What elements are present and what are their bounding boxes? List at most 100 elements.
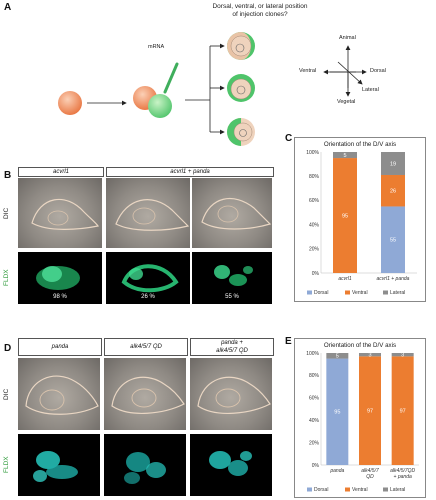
header-acvrl1: acvrl1: [18, 167, 104, 177]
question-line-1: Dorsal, ventral, or lateral position: [212, 3, 308, 10]
chart-c-data-label: 95: [342, 213, 348, 219]
chart-c-ytick-label: 80%: [309, 174, 320, 180]
chart-c-ytick-label: 40%: [309, 222, 320, 228]
chart-e-plot: 0% 20% 40% 60% 80% 100% 95 5 panda 97 3 alk4/5/7QD 9…: [306, 351, 419, 493]
chart-e-title: Orientation of the D/V axis: [323, 342, 397, 349]
chart-c-legend-swatch: [383, 290, 388, 295]
header-panda: panda: [18, 338, 102, 356]
chart-c-category-label: acvrl1: [338, 276, 352, 282]
chart-c-bar-lateral: [381, 152, 405, 175]
chart-e-category-label: alk4/5/7QD: [390, 468, 415, 474]
dic-image-acvrl1: [18, 178, 102, 248]
percent-acvrl1-panda-1: 26 %: [141, 294, 155, 300]
chart-e-data-label: 3: [368, 352, 371, 358]
chart-c-legend-swatch: [307, 290, 312, 295]
chart-c-legend-label: Ventral: [352, 290, 368, 296]
chart-e-ytick-label: 80%: [309, 373, 320, 379]
chart-e-bar-dorsal: [326, 358, 349, 465]
dic-image-panda-alk-qd: [190, 358, 272, 430]
fldx-image-panda-alk-qd: [190, 434, 272, 496]
chart-c-ytick-label: 0%: [312, 271, 320, 277]
chart-e-data-label: 95: [334, 410, 340, 416]
chart-c-ytick-label: 100%: [306, 150, 319, 156]
egg-one-cell: [58, 91, 82, 115]
chart-c-data-label: 5: [343, 153, 346, 159]
fldx-image-acvrl1: [18, 252, 102, 304]
chart-c-plot: 0% 20% 40% 60% 80% 100% 95 5 acvrl1 55 26 19 acvrl1 …: [306, 150, 417, 296]
chart-c-bar-ventral: [381, 174, 405, 207]
axis-dorsal-label: Dorsal: [370, 68, 386, 74]
chart-c: Orientation of the D/V axis 0% 20% 40% 60% 8…: [294, 137, 426, 302]
chart-c-category-label: acvrl1 + panda: [377, 276, 410, 282]
chart-e: Orientation of the D/V axis 0% 20% 40% 60% 8…: [294, 338, 426, 498]
percent-acvrl1-panda-2: 55 %: [225, 294, 239, 300]
panel-a-letter: A: [4, 2, 12, 13]
injection-needle: [163, 62, 179, 94]
chart-c-title: Orientation of the D/V axis: [323, 141, 397, 148]
panel-a-schematic: [58, 32, 367, 146]
row-label-fldx-d: FLDX: [3, 456, 10, 474]
chart-c-data-label: 26: [390, 189, 396, 195]
chart-c-bar-lateral: [333, 152, 357, 159]
question-line-2: of injection clones?: [232, 11, 288, 18]
header-acvrl1-panda: acvrl1 + panda: [106, 167, 274, 177]
chart-e-bar-lateral: [391, 353, 414, 357]
chart-e-ytick-label: 100%: [306, 351, 319, 357]
chart-e-ytick-label: 60%: [309, 396, 320, 402]
chart-e-data-label: 3: [401, 352, 404, 358]
row-label-dic-d: DIC: [3, 388, 10, 400]
fldx-image-acvrl1-panda-2: [192, 252, 272, 304]
chart-c-data-label: 55: [390, 238, 396, 244]
chart-e-legend-swatch: [307, 487, 312, 492]
fldx-image-alk-qd: [104, 434, 186, 496]
panel-c-letter: C: [285, 133, 293, 144]
dic-image-panda: [18, 358, 100, 430]
panel-d-letter: D: [4, 343, 12, 354]
dic-image-acvrl1-panda-1: [106, 178, 190, 248]
mrna-label: mRNA: [148, 44, 165, 50]
chart-c-bar-ventral: [333, 158, 357, 273]
fldx-image-acvrl1-panda-1: [106, 252, 190, 304]
header-panda-alk-qd: panda + alk4/5/7 QD: [190, 338, 274, 356]
chart-c-bar-dorsal: [381, 206, 405, 273]
chart-c-ytick-label: 60%: [309, 198, 320, 204]
panel-e-letter: E: [285, 336, 292, 347]
chart-e-data-label: 5: [336, 354, 339, 360]
axis-animal-label: Animal: [339, 35, 356, 41]
chart-c-ytick-label: 20%: [309, 247, 320, 253]
chart-e-ytick-label: 0%: [312, 463, 320, 469]
chart-e-bar-lateral: [326, 353, 349, 359]
dic-image-alk-qd: [104, 358, 186, 430]
axis-ventral-label: Ventral: [299, 68, 317, 74]
chart-e-legend-swatch: [383, 487, 388, 492]
blastomere-injected: [148, 94, 172, 118]
chart-e-legend-swatch: [345, 487, 350, 492]
chart-e-ytick-label: 20%: [309, 440, 320, 446]
chart-e-bar-ventral: [391, 356, 414, 465]
chart-e-bar-ventral: [359, 356, 381, 465]
header-alk-qd: alk4/5/7 QD: [104, 338, 188, 356]
row-label-fldx: FLDX: [3, 269, 10, 287]
chart-e-bar-lateral: [359, 353, 381, 357]
dic-image-acvrl1-panda-2: [192, 178, 272, 248]
chart-c-legend-swatch: [345, 290, 350, 295]
chart-e-legend-label: Lateral: [390, 487, 405, 493]
axis-vegetal-label: Vegetal: [337, 99, 356, 105]
percent-acvrl1: 98 %: [53, 294, 67, 300]
chart-e-category-label: alk4/5/7: [361, 468, 379, 474]
embryo-lateral-clone: [227, 118, 255, 146]
row-label-dic: DIC: [3, 207, 10, 219]
chart-e-category-label: + panda: [394, 474, 412, 480]
chart-e-ytick-label: 40%: [309, 418, 320, 424]
chart-c-data-label: 19: [390, 161, 396, 167]
chart-e-category-label: panda: [329, 468, 344, 474]
chart-c-legend-label: Lateral: [390, 290, 405, 296]
chart-e-category-label: QD: [366, 474, 374, 480]
embryo-ventral-clone: [227, 74, 255, 102]
panel-b-letter: B: [4, 170, 12, 181]
chart-c-legend-label: Dorsal: [314, 290, 328, 296]
chart-e-legend-label: Dorsal: [314, 487, 328, 493]
axis-lateral-label: Lateral: [362, 87, 379, 93]
embryo-dorsal-clone: [227, 32, 255, 60]
chart-e-data-label: 97: [367, 408, 373, 414]
